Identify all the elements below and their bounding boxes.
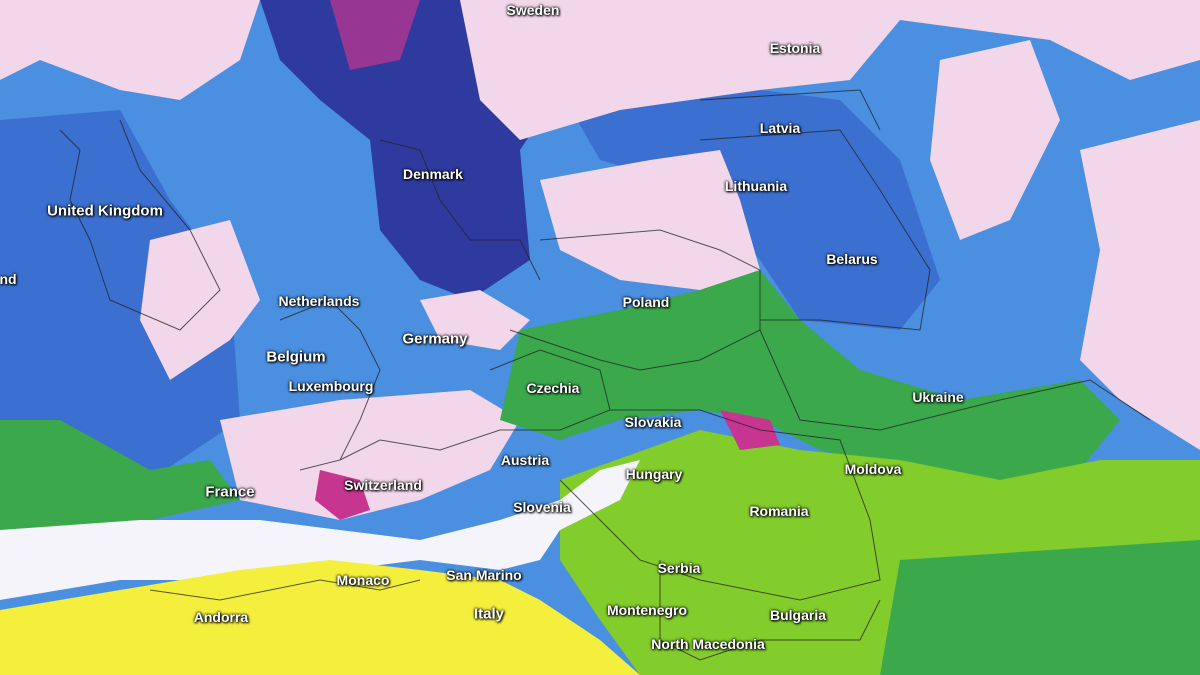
borders [59,89,1151,661]
label-netherlands: Netherlands [278,293,360,309]
label-latvia: Latvia [759,120,801,136]
label-switzerland: Switzerland [344,477,422,493]
label-france: France [205,483,255,501]
label-italy: Italy [473,605,505,623]
label-slovenia: Slovenia [513,499,571,515]
label-bulgaria: Bulgaria [769,607,827,623]
label-san-marino: San Marino [446,567,522,583]
label-luxembourg: Luxembourg [288,378,374,394]
label-estonia: Estonia [769,40,821,56]
label-poland: Poland [622,294,670,310]
label-belgium: Belgium [266,348,326,366]
label-austria: Austria [500,452,550,468]
label-denmark: Denmark [403,166,463,182]
label-moldova: Moldova [844,461,902,477]
label-lithuania: Lithuania [724,178,788,194]
label-north-macedonia: North Macedonia [651,636,765,652]
label-sweden: Sweden [506,2,560,18]
label-romania: Romania [749,503,809,519]
label-germany: Germany [402,330,468,348]
label-united-kingdom: United Kingdom [47,202,163,220]
label-serbia: Serbia [657,560,701,576]
label-montenegro: Montenegro [606,602,688,618]
label-slovakia: Slovakia [624,414,682,430]
label-hungary: Hungary [625,466,683,482]
label-ukraine: Ukraine [912,389,964,405]
label-czechia: Czechia [526,380,580,396]
label-belarus: Belarus [826,251,878,267]
label-andorra: Andorra [193,609,249,625]
label-monaco: Monaco [336,572,390,588]
label-ireland: nd [0,271,17,287]
